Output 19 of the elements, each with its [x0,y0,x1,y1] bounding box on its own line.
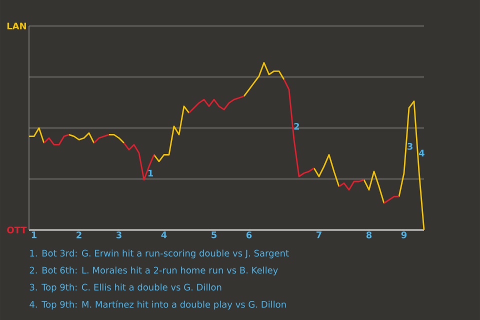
x-tick-label: 7 [316,232,322,238]
x-tick-label: 5 [212,232,216,238]
x-tick-label: 8 [366,232,372,238]
annotation: 3 [408,142,412,150]
text: 2. Bot 6th: L. Morales hit a 2-run home run vs B. Kelley [30,266,278,276]
text: LAN [7,22,26,30]
annotation: 2 [294,122,300,130]
text: 1. Bot 3rd: G. Erwin hit a run-scoring double vs J. Sargent [30,250,289,258]
text: 3. Top 9th: C. Ellis hit a double vs G. Dillon [30,284,222,292]
annotation: 1 [148,170,154,176]
x-tick-label: 3 [116,232,122,238]
x-tick-label: 6 [246,232,252,238]
x-tick-label: 2 [76,232,82,238]
text: 4. Top 9th: M. Martínez hit into a double play vs G. Dillon [30,300,286,310]
x-tick-label: 9 [401,232,407,238]
x-tick-label: 4 [161,232,167,238]
text: OTT [7,226,27,234]
annotation: 4 [418,150,424,156]
x-tick-label: 1 [32,232,37,238]
